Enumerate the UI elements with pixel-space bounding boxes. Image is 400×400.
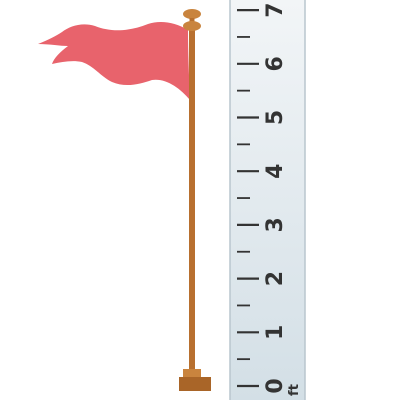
ruler-label-5: 5 [263,110,288,125]
flagpole-finial-bottom [183,21,201,31]
ruler-label-4: 4 [263,164,288,179]
ruler-label-7: 7 [263,2,288,17]
ruler-labels: 0 1 2 3 4 5 6 7 [263,2,288,393]
flag [38,22,190,100]
ruler-label-2: 2 [263,271,288,286]
flagpole-shaft [189,30,195,370]
ruler-label-1: 1 [263,325,288,340]
ruler-label-6: 6 [263,56,288,71]
ruler-ticks [237,8,259,388]
flagpole-finial-top [183,9,201,19]
flagpole-base-collar [183,369,201,378]
ruler-unit-label: ft [287,384,302,396]
ruler: 0 1 2 3 4 5 6 7 ft [229,0,306,400]
ruler-label-3: 3 [263,217,288,232]
flagpole-base [179,377,211,391]
ruler-label-0: 0 [263,378,288,393]
flagpole-finial-neck [189,18,195,23]
